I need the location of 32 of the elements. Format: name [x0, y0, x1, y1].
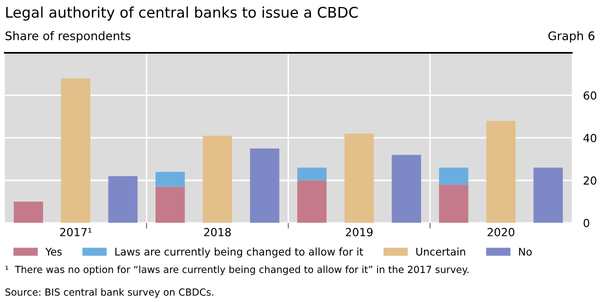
chart-title: Legal authority of central banks to issue a CBDC	[6, 6, 358, 21]
x-tick-label: 2020	[488, 228, 514, 236]
legend-label: No	[519, 248, 532, 256]
bar	[297, 168, 327, 180]
bar	[14, 202, 44, 223]
chart-subtitle: Share of respondents	[6, 31, 130, 43]
x-tick-label: 2019	[346, 228, 373, 236]
bar	[156, 186, 185, 223]
y-tick-label: 20	[584, 176, 596, 185]
bar	[486, 120, 516, 223]
x-tick-label: 2017¹	[60, 228, 92, 236]
legend-label: Uncertain	[416, 248, 466, 256]
y-tick-label: 60	[584, 91, 596, 100]
text: ¹ There was no option for “laws are currently being changed to allow for it” in the 2017 survey.	[5, 266, 468, 275]
source-note: Source: BIS central bank survey on CBDCs.	[5, 288, 214, 298]
bar	[344, 134, 374, 223]
bar	[439, 184, 468, 223]
bar	[392, 154, 422, 223]
bar	[250, 148, 280, 223]
legend-label: Yes	[45, 248, 62, 256]
y-tick-label: 0	[584, 218, 590, 228]
bar	[297, 180, 327, 223]
bar	[61, 78, 90, 223]
bar	[534, 168, 563, 223]
bar	[156, 172, 185, 187]
x-tick-label: 2018	[204, 228, 231, 236]
bar	[202, 136, 232, 223]
bar	[108, 176, 138, 223]
bar	[439, 168, 468, 185]
legend-label: Laws are currently being changed to allow for it	[115, 248, 364, 258]
y-tick-label: 40	[583, 134, 596, 142]
caption: Graph 6	[548, 31, 594, 43]
